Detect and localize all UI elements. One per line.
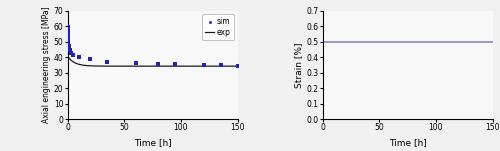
Point (69, 54, 77, 56)
Point (64, 26, 72, 28)
X-axis label: Time [h]: Time [h] (134, 138, 172, 147)
Y-axis label: Axial engineering stress [MPa]: Axial engineering stress [MPa] (42, 7, 51, 123)
Point (66, 49, 74, 51)
Point (75, 56, 83, 58)
Point (200, 64, 207, 66)
Point (154, 63, 162, 65)
Point (64, 41, 72, 44)
Point (65, 45, 73, 48)
Point (64, 28, 72, 30)
Point (216, 64, 224, 66)
Point (64, 37, 72, 40)
Point (171, 63, 179, 65)
Point (234, 64, 241, 67)
Point (132, 62, 140, 64)
Point (64, 30, 72, 33)
X-axis label: Time [h]: Time [h] (388, 138, 426, 147)
Y-axis label: Strain [%]: Strain [%] (294, 42, 304, 88)
Point (86, 58, 94, 61)
Point (68, 52, 76, 55)
Point (64, 33, 72, 36)
Legend: sim, exp: sim, exp (202, 14, 234, 40)
Point (103, 60, 111, 63)
